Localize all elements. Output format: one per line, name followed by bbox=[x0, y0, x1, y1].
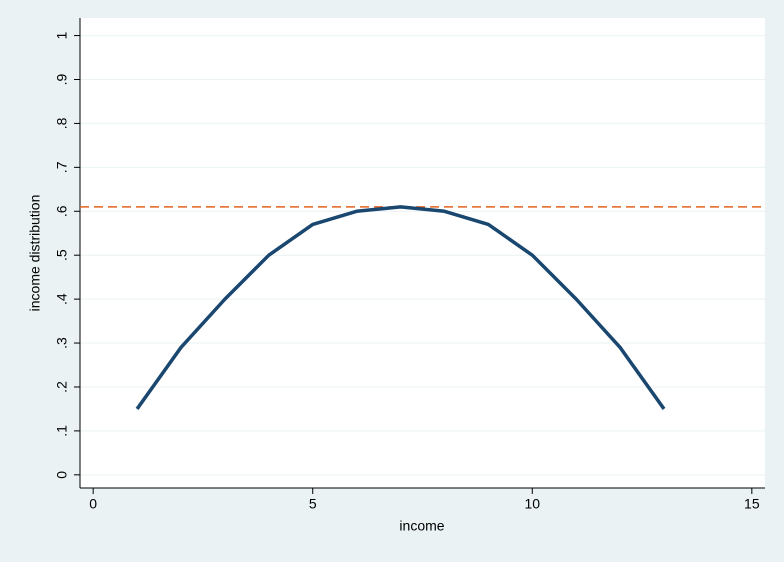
y-tick-label: .3 bbox=[54, 337, 70, 349]
x-tick-label: 5 bbox=[309, 496, 317, 512]
y-tick-label: .8 bbox=[54, 117, 70, 129]
y-tick-label: 1 bbox=[54, 31, 70, 39]
x-tick-label: 10 bbox=[524, 496, 540, 512]
y-tick-label: .9 bbox=[54, 73, 70, 85]
y-tick-label: .5 bbox=[54, 249, 70, 261]
y-tick-label: .4 bbox=[54, 293, 70, 305]
y-tick-label: .6 bbox=[54, 205, 70, 217]
x-tick-label: 15 bbox=[744, 496, 760, 512]
y-tick-label: 0 bbox=[54, 471, 70, 479]
plot-area bbox=[80, 18, 765, 488]
x-axis-title: income bbox=[399, 518, 444, 534]
y-tick-label: .1 bbox=[54, 425, 70, 437]
y-tick-label: .7 bbox=[54, 161, 70, 173]
y-tick-label: .2 bbox=[54, 381, 70, 393]
data-line bbox=[135, 205, 666, 410]
y-axis-title: income distribution bbox=[27, 195, 43, 312]
x-tick-label: 0 bbox=[89, 496, 97, 512]
